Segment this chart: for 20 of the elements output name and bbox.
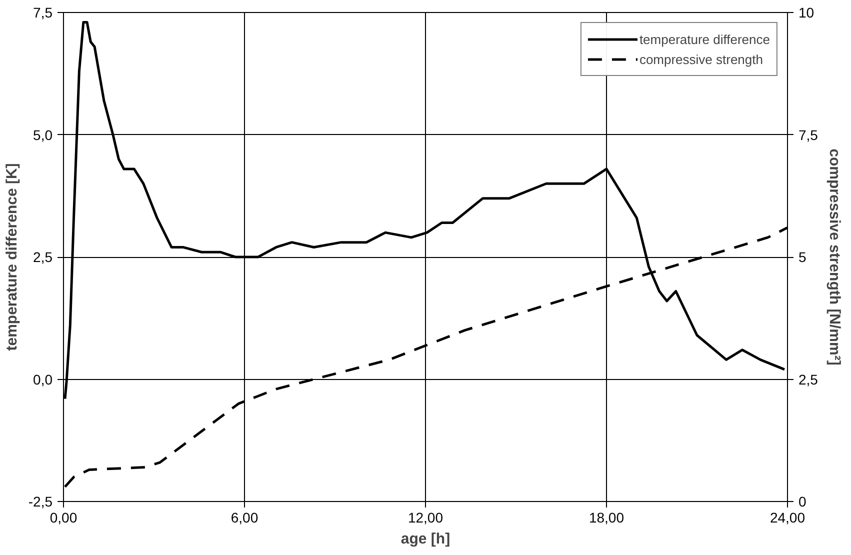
y-tick-label: 2,5 (33, 249, 53, 265)
y-tick-label: 5,0 (33, 126, 53, 143)
x-tick-label: 18,00 (588, 510, 624, 526)
y-axis-title: temperature difference [K] (3, 163, 20, 351)
y-tick-label: 7,5 (33, 4, 53, 20)
x-tick-label: 24,00 (770, 510, 806, 526)
x-tick-label: 12,00 (408, 510, 444, 526)
y2-tick-label: 10 (798, 4, 814, 20)
y-tick-label: 0,0 (33, 371, 53, 388)
x-axis-title: age [h] (400, 530, 450, 548)
y2-axis-title: compressive strength [N/mm²] (826, 148, 843, 366)
y2-tick-label: 7,5 (798, 126, 818, 143)
y2-tick-label: 0 (798, 494, 806, 510)
y2-tick-label: 5 (798, 249, 806, 265)
x-tick-label: 0,00 (50, 510, 78, 526)
legend-label: compressive strength (639, 52, 763, 66)
y-tick-label: -2,5 (28, 494, 53, 510)
x-tick-label: 6,00 (230, 510, 258, 526)
legend-label: temperature difference (639, 32, 770, 46)
y2-tick-label: 2,5 (798, 371, 818, 388)
